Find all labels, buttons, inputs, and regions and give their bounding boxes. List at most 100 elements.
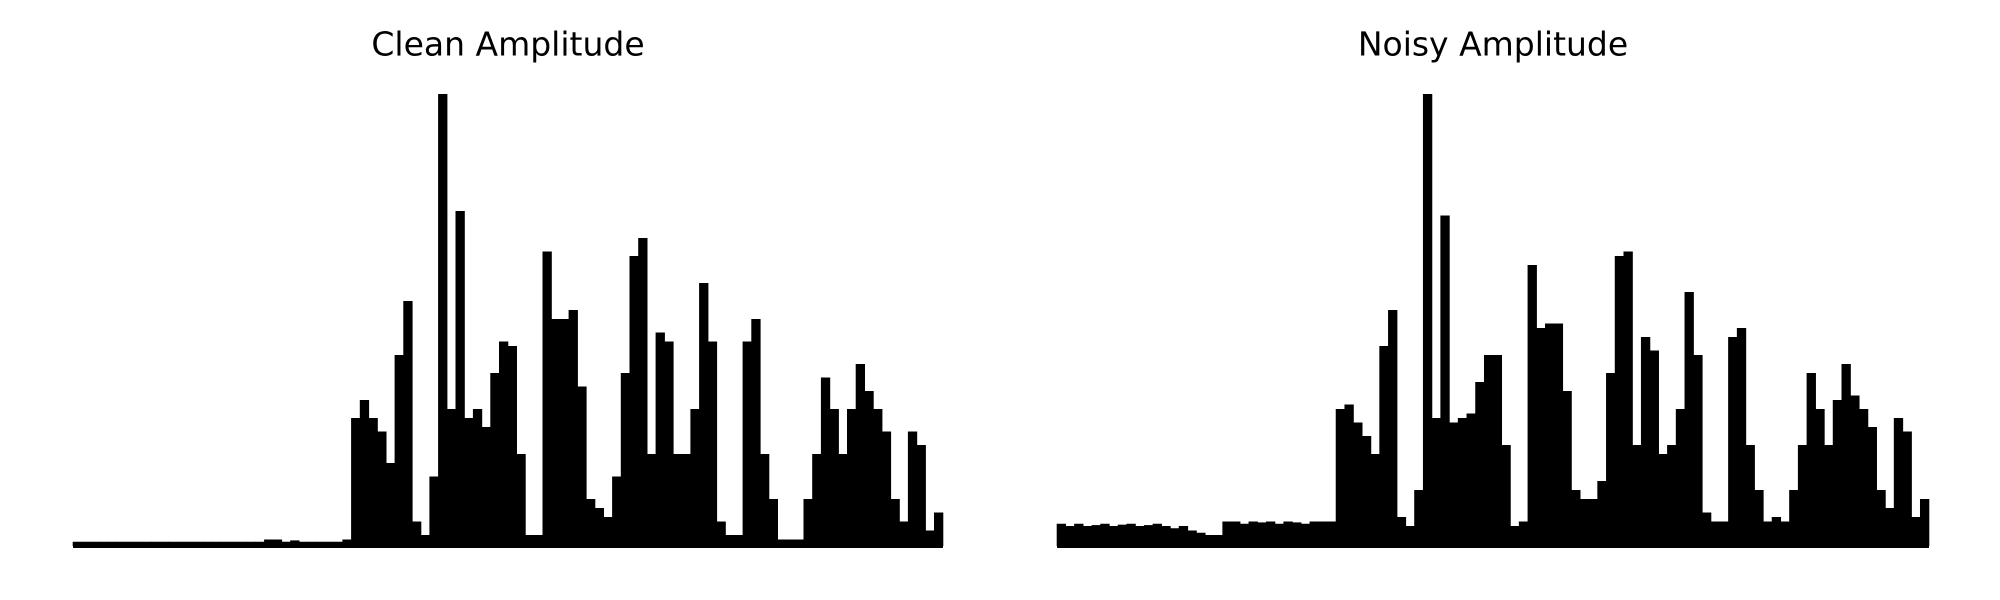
amplitude-bar xyxy=(1248,521,1258,546)
amplitude-bar xyxy=(1780,521,1790,546)
amplitude-bar xyxy=(429,476,439,546)
amplitude-bar xyxy=(211,541,222,546)
amplitude-bar xyxy=(1213,535,1223,546)
amplitude-bar xyxy=(499,341,509,546)
amplitude-bar xyxy=(1614,256,1625,546)
amplitude-bar xyxy=(281,541,291,546)
amplitude-bar xyxy=(159,541,169,546)
amplitude-bar xyxy=(368,418,378,546)
amplitude-bar xyxy=(1623,251,1633,546)
amplitude-bar xyxy=(1187,530,1197,546)
amplitude-bar xyxy=(98,541,109,546)
amplitude-bar xyxy=(768,499,778,546)
amplitude-bar xyxy=(1292,522,1302,546)
amplitude-bar xyxy=(1571,490,1581,546)
amplitude-bar xyxy=(1431,418,1441,546)
amplitude-bar xyxy=(238,541,248,546)
amplitude-bar xyxy=(1893,418,1904,546)
amplitude-bar xyxy=(812,454,822,546)
amplitude-bar xyxy=(1109,526,1119,546)
amplitude-bar xyxy=(264,539,274,546)
amplitude-bar xyxy=(385,463,396,546)
amplitude-bar xyxy=(490,373,500,546)
amplitude-bar xyxy=(855,364,865,546)
amplitude-bar xyxy=(803,499,813,546)
amplitude-bar xyxy=(760,454,770,546)
amplitude-bar xyxy=(1483,355,1494,546)
amplitude-bar xyxy=(1396,517,1407,546)
amplitude-bar xyxy=(1222,521,1232,546)
amplitude-bar xyxy=(1440,215,1450,546)
amplitude-bar xyxy=(690,409,700,546)
amplitude-bar xyxy=(1815,409,1825,546)
amplitude-bar xyxy=(151,541,161,546)
amplitude-bar xyxy=(594,508,604,546)
amplitude-bar xyxy=(603,517,613,546)
amplitude-bar xyxy=(90,541,100,546)
amplitude-bar xyxy=(1065,526,1075,546)
amplitude-bar xyxy=(1553,323,1564,546)
amplitude-bar xyxy=(1091,525,1101,546)
amplitude-bar xyxy=(124,541,135,546)
amplitude-bar xyxy=(1911,517,1921,546)
amplitude-bar xyxy=(1649,350,1659,546)
amplitude-bar xyxy=(1178,526,1189,546)
amplitude-bar xyxy=(1300,523,1311,546)
amplitude-bar xyxy=(412,521,422,546)
amplitude-bar xyxy=(1309,521,1319,546)
amplitude-bar xyxy=(272,539,283,546)
amplitude-bar xyxy=(1867,427,1877,546)
amplitude-bar xyxy=(1379,346,1389,546)
amplitude-bar xyxy=(342,539,352,546)
amplitude-bar xyxy=(168,541,178,546)
amplitude-bar xyxy=(1449,422,1459,546)
amplitude-bar xyxy=(733,535,744,546)
amplitude-bar xyxy=(1082,526,1093,546)
amplitude-bar xyxy=(1117,524,1128,546)
amplitude-bar xyxy=(1885,508,1895,546)
amplitude-bar xyxy=(847,409,857,546)
amplitude-bar xyxy=(1771,517,1782,546)
amplitude-bar xyxy=(1265,521,1276,546)
amplitude-bar xyxy=(220,541,230,546)
amplitude-bar xyxy=(359,400,370,546)
amplitude-bar xyxy=(1579,499,1590,546)
amplitude-bar xyxy=(1257,522,1267,546)
amplitude-bar xyxy=(1344,404,1354,546)
amplitude-bar xyxy=(820,377,831,546)
amplitude-bar xyxy=(377,431,387,546)
amplitude-bar xyxy=(464,418,474,546)
amplitude-bar xyxy=(298,541,309,546)
amplitude-bar xyxy=(1806,373,1816,546)
amplitude-bar xyxy=(899,521,909,546)
amplitude-bar xyxy=(1858,409,1869,546)
amplitude-bar xyxy=(890,499,900,546)
amplitude-bar xyxy=(725,535,735,546)
amplitude-bar xyxy=(1693,355,1703,546)
amplitude-bar xyxy=(481,427,491,546)
amplitude-bar xyxy=(638,238,648,546)
amplitude-bar xyxy=(559,319,570,546)
amplitude-bar xyxy=(107,541,117,546)
amplitude-bar xyxy=(203,541,213,546)
amplitude-bar xyxy=(1135,526,1145,546)
amplitude-bar xyxy=(1632,445,1642,546)
amplitude-bar xyxy=(881,431,892,546)
amplitude-bar xyxy=(438,94,448,546)
amplitude-bar xyxy=(751,319,761,546)
amplitude-bar xyxy=(1797,445,1808,546)
amplitude-bar xyxy=(333,541,343,546)
amplitude-bar xyxy=(1457,418,1468,546)
amplitude-bar xyxy=(620,373,631,546)
amplitude-bar xyxy=(934,512,944,546)
amplitude-bar xyxy=(1335,409,1346,546)
amplitude-bar xyxy=(307,541,317,546)
amplitude-bar xyxy=(1919,499,1930,546)
amplitude-bar xyxy=(699,283,709,546)
amplitude-bar xyxy=(1388,310,1398,546)
amplitude-bar xyxy=(142,541,152,546)
amplitude-bar xyxy=(116,541,126,546)
amplitude-bar xyxy=(1789,490,1799,546)
amplitude-bar xyxy=(1466,413,1476,546)
amplitude-bar xyxy=(1510,526,1520,546)
